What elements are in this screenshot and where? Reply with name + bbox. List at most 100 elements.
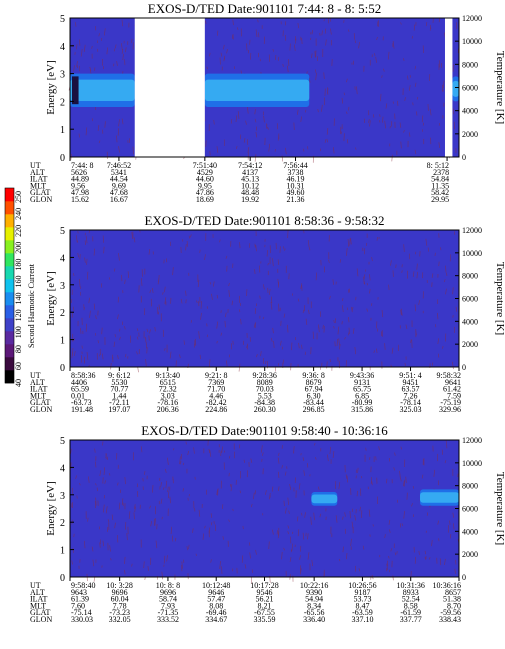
noise-streak	[254, 269, 256, 274]
colorbar-tick-label: 250	[14, 191, 23, 203]
noise-streak	[414, 65, 416, 70]
ephemeris-row-label: ILAT	[30, 175, 47, 184]
noise-streak	[172, 267, 174, 276]
y-tick-label: 0	[60, 573, 65, 584]
ephemeris-cell: 6.85	[355, 391, 369, 400]
noise-streak	[301, 512, 303, 516]
noise-streak	[76, 44, 78, 50]
noise-streak	[403, 479, 406, 487]
noise-streak	[117, 314, 119, 320]
ephemeris-cell: -84.38	[254, 398, 275, 407]
colorbar-tick-label: 60	[14, 362, 23, 370]
ephemeris-cell: 9:21: 8	[205, 371, 227, 380]
noise-streak	[128, 511, 131, 519]
noise-streak	[401, 270, 403, 273]
noise-streak	[174, 537, 177, 542]
noise-streak	[265, 490, 267, 495]
noise-streak	[359, 506, 361, 512]
noise-streak	[431, 540, 433, 547]
spectrogram-panel-1: EXOS-D/TED Date:901101 7:44: 8 - 8: 5:52…	[30, 1, 505, 204]
noise-streak	[422, 122, 425, 126]
noise-streak	[303, 230, 305, 234]
noise-streak	[298, 342, 300, 349]
ephemeris-cell: 47.98	[71, 188, 89, 197]
noise-streak	[131, 232, 133, 240]
noise-streak	[411, 503, 413, 507]
y2-tick-label: 12000	[462, 436, 482, 445]
noise-streak	[125, 47, 127, 53]
noise-streak	[325, 39, 327, 46]
ephemeris-cell: 334.67	[205, 615, 227, 624]
ephemeris-cell: 3738	[288, 168, 304, 177]
ephemeris-cell: 332.05	[109, 615, 131, 624]
noise-streak	[134, 237, 136, 243]
ephemeris-cell: 70.03	[256, 385, 274, 394]
noise-streak	[368, 119, 370, 123]
noise-streak	[124, 279, 126, 285]
noise-streak	[86, 352, 89, 361]
noise-streak	[216, 489, 218, 495]
y2-tick-label: 6000	[462, 84, 478, 93]
noise-streak	[106, 456, 109, 461]
noise-streak	[317, 486, 320, 491]
noise-streak	[418, 300, 420, 306]
ephemeris-cell: 10:36:16	[433, 581, 461, 590]
ephemeris-cell: 260.30	[254, 405, 276, 414]
ephemeris-cell: 9: 6:12	[108, 371, 130, 380]
ephemeris-cell: 72.32	[159, 385, 177, 394]
noise-streak	[298, 483, 301, 490]
noise-streak	[186, 240, 188, 247]
noise-streak	[442, 345, 444, 349]
ephemeris-cell: 315.86	[351, 405, 373, 414]
noise-streak	[425, 21, 428, 27]
noise-streak	[284, 471, 287, 476]
noise-streak	[324, 28, 327, 34]
noise-streak	[357, 467, 359, 473]
ephemeris-row-label: MLT	[30, 601, 46, 610]
noise-streak	[198, 331, 200, 339]
noise-streak	[114, 522, 116, 529]
ephemeris-cell: 10:26:56	[348, 581, 376, 590]
noise-streak	[205, 20, 207, 25]
noise-streak	[424, 550, 427, 555]
noise-streak	[117, 355, 119, 360]
noise-streak	[247, 106, 249, 114]
ephemeris-cell: 9646	[208, 588, 224, 597]
noise-streak	[431, 273, 434, 278]
noise-streak	[284, 147, 287, 155]
noise-streak	[387, 51, 390, 60]
ephemeris-cell: 10.31	[287, 181, 305, 190]
noise-streak	[243, 459, 246, 463]
noise-streak	[236, 27, 239, 31]
noise-streak	[167, 486, 169, 493]
noise-streak	[238, 363, 241, 372]
noise-streak	[220, 52, 223, 57]
noise-streak	[403, 510, 405, 519]
noise-streak	[378, 446, 380, 451]
noise-streak	[73, 65, 75, 72]
ephemeris-row-label: GLAT	[30, 398, 51, 407]
ephemeris-cell: 8.70	[447, 601, 461, 610]
noise-streak	[253, 323, 256, 328]
colorbar-tick-label: 160	[14, 276, 23, 288]
noise-streak	[444, 558, 446, 566]
noise-streak	[78, 133, 80, 138]
y2-tick-label: 6000	[462, 505, 478, 514]
noise-streak	[179, 461, 182, 465]
noise-streak	[76, 61, 78, 67]
noise-streak	[155, 540, 158, 549]
noise-streak	[182, 488, 184, 492]
ephemeris-cell: 47.68	[110, 188, 128, 197]
noise-streak	[281, 551, 283, 560]
noise-streak	[169, 496, 171, 504]
noise-streak	[356, 86, 358, 95]
noise-streak	[289, 557, 292, 562]
colorbar-swatch	[5, 357, 14, 371]
noise-streak	[267, 262, 269, 266]
noise-streak	[161, 571, 164, 580]
ephemeris-cell: -63.73	[71, 398, 92, 407]
colorbar-tick-label: 180	[14, 259, 23, 271]
y2-axis-label: Temperature [K]	[494, 262, 505, 335]
ephemeris-cell: 337.10	[351, 615, 373, 624]
noise-streak	[210, 513, 212, 518]
